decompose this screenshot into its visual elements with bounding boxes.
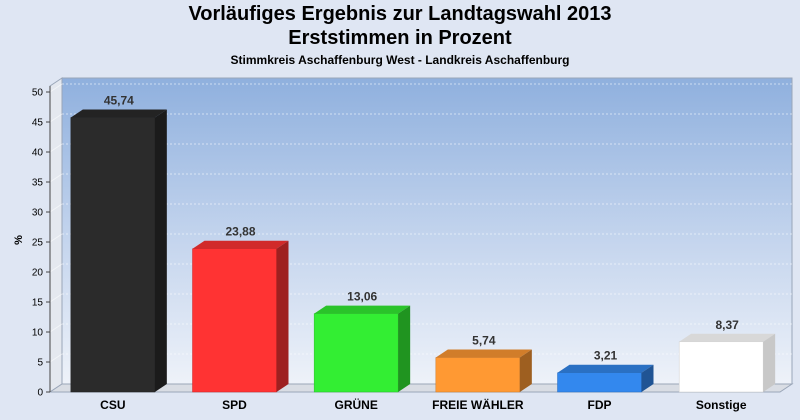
- bar-value-label: 45,74: [104, 94, 134, 108]
- bar-front: [70, 117, 156, 393]
- gridline: [49, 263, 63, 273]
- bar-fdp: [557, 364, 654, 393]
- bar-front: [678, 341, 764, 393]
- chart-title: Vorläufiges Ergebnis zur Landtagswahl 20…: [188, 3, 612, 25]
- bar-top: [435, 349, 532, 358]
- gridline: [49, 83, 63, 93]
- y-tick-label: 15: [32, 298, 44, 309]
- y-tick-label: 45: [32, 118, 44, 129]
- bar-side: [398, 305, 411, 392]
- y-tick-label: 35: [32, 178, 44, 189]
- x-category-label: FDP: [588, 398, 612, 412]
- chart-title-line2: Erststimmen in Prozent: [288, 27, 512, 49]
- bar-freie-wähler: [435, 349, 532, 393]
- gridline: [49, 323, 63, 333]
- gridline: [49, 143, 63, 153]
- y-tick-label: 40: [32, 148, 44, 159]
- bar-csu: [70, 109, 167, 393]
- bar-value-label: 13,06: [347, 290, 377, 304]
- bar-top: [557, 364, 654, 373]
- y-tick-label: 0: [37, 388, 43, 399]
- bar-spd: [192, 240, 289, 393]
- bar-top: [192, 240, 289, 249]
- gridline: [49, 353, 63, 363]
- x-category-label: SPD: [222, 398, 247, 412]
- y-tick-label: 10: [32, 328, 44, 339]
- y-tick-label: 25: [32, 238, 44, 249]
- bar-side: [276, 240, 289, 392]
- bar-value-label: 23,88: [225, 225, 255, 239]
- y-tick-label: 5: [37, 358, 43, 369]
- bar-sonstige: [678, 333, 776, 393]
- gridline: [49, 113, 63, 123]
- x-category-label: CSU: [100, 398, 125, 412]
- plot-back-wall: [61, 77, 793, 385]
- bar-front: [192, 248, 277, 393]
- bar-side: [641, 364, 654, 392]
- x-category-label: GRÜNE: [334, 397, 377, 412]
- x-category-label: Sonstige: [696, 398, 747, 412]
- bar-side: [519, 349, 532, 392]
- gridline: [49, 233, 63, 243]
- bar-front: [435, 357, 521, 393]
- gridline: [49, 293, 63, 303]
- bar-front: [557, 372, 642, 393]
- y-tick-label: 20: [32, 268, 44, 279]
- x-category-label: FREIE WÄHLER: [432, 397, 524, 412]
- bar-value-label: 3,21: [594, 349, 618, 363]
- bar-side: [763, 333, 776, 392]
- gridline: [49, 203, 63, 213]
- bar-top: [70, 109, 167, 118]
- bar-value-label: 5,74: [472, 334, 496, 348]
- bar-top: [314, 305, 411, 314]
- gridline: [49, 173, 63, 183]
- bar-front: [313, 313, 399, 393]
- bar-top: [679, 333, 776, 342]
- y-axis-label: %: [13, 235, 25, 245]
- y-tick-label: 50: [32, 88, 44, 99]
- bar-value-label: 8,37: [715, 318, 739, 332]
- chart-subtitle: Stimmkreis Aschaffenburg West - Landkrei…: [230, 53, 570, 67]
- y-tick-label: 30: [32, 208, 44, 219]
- bar-grüne: [313, 305, 411, 393]
- bar-side: [154, 109, 167, 392]
